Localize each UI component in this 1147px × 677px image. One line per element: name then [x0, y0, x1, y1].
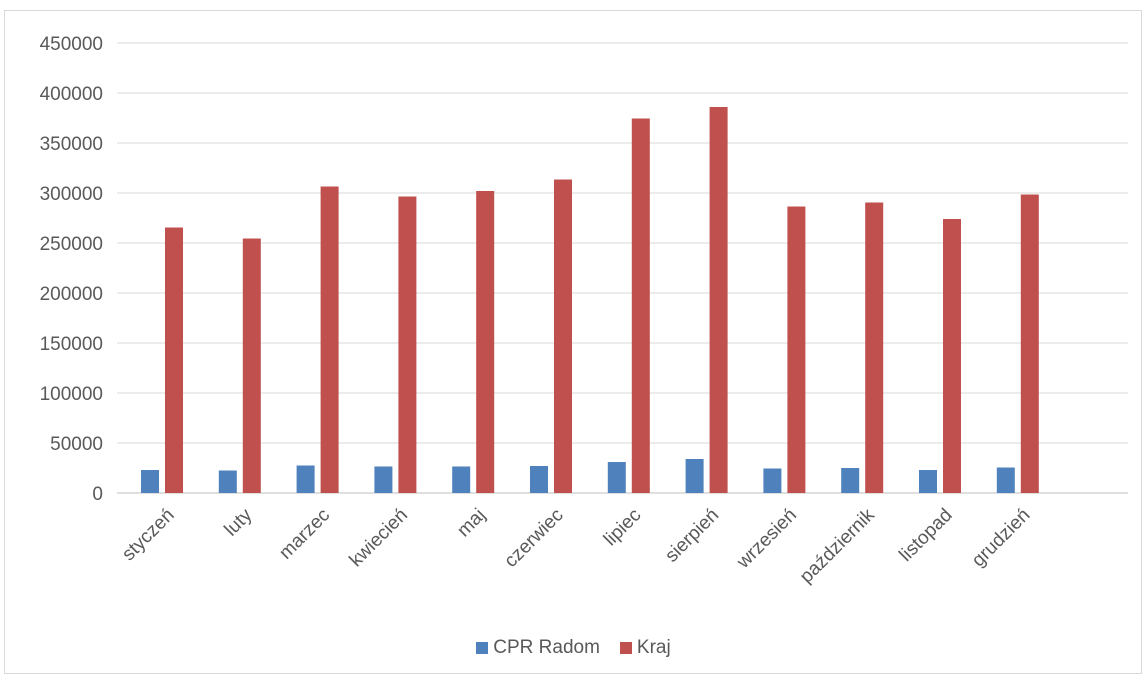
y-tick-label: 100000: [40, 384, 103, 405]
x-tick-label: listopad: [895, 505, 956, 566]
x-tick-label: marzec: [275, 505, 334, 564]
bar-kraj-5: [554, 179, 572, 493]
gridlines: [117, 42, 1128, 494]
bar-kraj-7: [709, 107, 728, 493]
bar-cpr-radom-10: [919, 470, 937, 493]
legend-item-kraj: Kraj: [619, 637, 671, 659]
bar-cpr-radom-9: [841, 468, 860, 493]
bar-kraj-11: [1020, 194, 1039, 493]
bar-cpr-radom-3: [374, 466, 393, 493]
bar-kraj-6: [631, 118, 650, 493]
y-tick-label: 250000: [40, 234, 103, 255]
y-tick-label: 450000: [40, 34, 103, 55]
bar-kraj-1: [242, 238, 261, 493]
bar-cpr-radom-5: [530, 466, 548, 493]
bar-kraj-8: [787, 206, 806, 493]
x-tick-label: sierpień: [661, 505, 723, 567]
bar-kraj-2: [320, 186, 339, 493]
x-tick-label: grudzień: [968, 505, 1034, 571]
x-tick-label: maj: [453, 505, 490, 542]
y-tick-label: 150000: [40, 334, 103, 355]
bar-cpr-radom-6: [607, 462, 626, 493]
y-tick-label: 200000: [40, 284, 103, 305]
legend-swatch-kraj: [619, 642, 632, 654]
x-tick-label: czerwiec: [500, 505, 567, 572]
y-tick-label: 50000: [50, 434, 103, 455]
x-tick-label: październik: [796, 504, 879, 587]
bar-cpr-radom-0: [141, 470, 159, 493]
bar-cpr-radom-7: [685, 459, 704, 493]
bar-cpr-radom-8: [763, 468, 782, 493]
y-tick-label: 350000: [40, 134, 103, 155]
bar-kraj-3: [398, 196, 417, 493]
legend-item-cpr-radom: CPR Radom: [476, 637, 600, 659]
bar-kraj-0: [165, 227, 183, 493]
bar-cpr-radom-4: [452, 466, 471, 493]
bars: [141, 107, 1039, 493]
y-tick-label: 300000: [40, 184, 103, 205]
legend-label-kraj: Kraj: [636, 637, 671, 658]
x-tick-label: lipiec: [600, 505, 645, 550]
bar-kraj-10: [943, 219, 961, 493]
x-tick-label: styczeń: [118, 505, 178, 565]
bar-kraj-9: [865, 202, 884, 493]
bar-kraj-4: [476, 191, 495, 493]
y-axis-tick-labels: 0 50000 100000 150000 200000 250000 300000 3500…: [40, 34, 103, 505]
bar-cpr-radom-1: [218, 470, 237, 493]
x-tick-label: wrzesień: [732, 505, 801, 574]
bar-cpr-radom-11: [996, 467, 1015, 493]
legend-label-cpr-radom: CPR Radom: [493, 637, 600, 658]
x-axis-tick-labels: styczeń luty marzec kwiecień maj czerwiec lipi…: [118, 504, 1034, 587]
legend-swatch-cpr-radom: [476, 642, 489, 654]
bar-cpr-radom-2: [296, 465, 315, 493]
x-tick-label: kwiecień: [346, 505, 412, 571]
legend: CPR Radom Kraj: [0, 637, 1147, 659]
x-tick-label: luty: [221, 504, 257, 540]
y-tick-label: 0: [92, 484, 103, 505]
y-tick-label: 400000: [40, 84, 103, 105]
